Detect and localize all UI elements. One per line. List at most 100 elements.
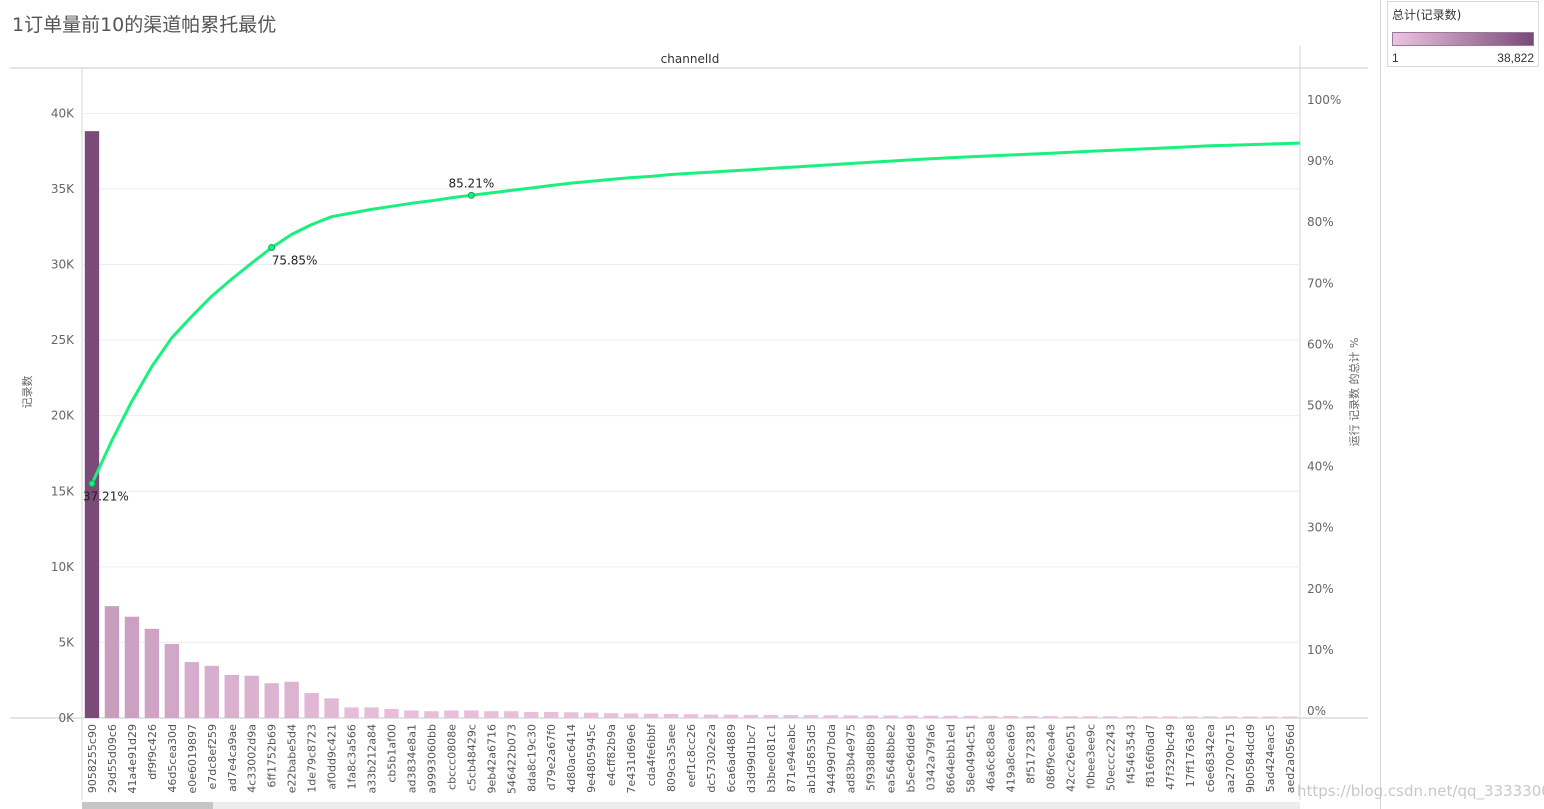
line-point[interactable] — [268, 244, 276, 252]
bar[interactable] — [284, 681, 299, 718]
x-tick-label: ab1d5853d5 — [805, 724, 818, 794]
legend-panel: 总计(记录数) 1 38,822 — [1380, 0, 1544, 809]
bar[interactable] — [484, 711, 499, 718]
bar[interactable] — [583, 712, 599, 718]
bar[interactable] — [1083, 716, 1098, 718]
x-tick-label: a9993060bb — [425, 724, 438, 794]
bar[interactable] — [84, 131, 100, 718]
horizontal-scrollbar[interactable] — [82, 802, 1300, 809]
x-tick-label: b3bee081c1 — [765, 724, 778, 793]
bar[interactable] — [943, 715, 958, 718]
legend-color-ramp — [1392, 32, 1534, 46]
bar[interactable] — [384, 708, 399, 718]
x-tick-label: f8166f0ad7 — [1144, 724, 1157, 787]
bar[interactable] — [1242, 716, 1258, 718]
bar[interactable] — [104, 606, 120, 718]
bar[interactable] — [404, 710, 419, 718]
x-tick-label: e4cff82b9a — [605, 724, 618, 786]
bar[interactable] — [164, 643, 180, 718]
x-tick-label: 5f938d8b89 — [865, 724, 878, 791]
bar[interactable] — [923, 715, 938, 718]
bar[interactable] — [424, 711, 439, 718]
bar[interactable] — [963, 715, 978, 718]
point-label: 37.21% — [83, 490, 129, 504]
bar[interactable] — [1163, 716, 1178, 718]
x-tick-label: 9b0584dcd9 — [1244, 724, 1257, 793]
bar[interactable] — [204, 665, 219, 718]
bar[interactable] — [224, 674, 239, 718]
bar[interactable] — [564, 712, 579, 718]
color-legend: 总计(记录数) 1 38,822 — [1387, 1, 1539, 67]
x-tick-label: 29d55d09c6 — [106, 724, 119, 793]
bar[interactable] — [1003, 715, 1018, 718]
bar[interactable] — [803, 715, 818, 718]
x-tick-label: 47f329bc49 — [1164, 724, 1177, 790]
bar[interactable] — [683, 714, 699, 718]
x-tick-label: e7dc8ef259 — [206, 724, 219, 789]
bar[interactable] — [1282, 716, 1298, 718]
bar[interactable] — [843, 715, 858, 718]
bar[interactable] — [1043, 716, 1058, 718]
bar[interactable] — [1202, 716, 1218, 718]
bar[interactable] — [504, 711, 519, 718]
bar[interactable] — [743, 714, 759, 718]
bar[interactable] — [1222, 716, 1238, 718]
bar[interactable] — [1023, 716, 1038, 718]
x-tick-label: b5ec96dde9 — [905, 724, 918, 793]
bar[interactable] — [823, 715, 838, 718]
bar[interactable] — [723, 714, 739, 718]
bar[interactable] — [144, 628, 160, 718]
bar[interactable] — [883, 715, 898, 718]
bar[interactable] — [763, 714, 779, 718]
bar[interactable] — [364, 707, 379, 718]
gridlines — [82, 112, 1300, 643]
bar[interactable] — [264, 683, 279, 718]
pareto-chart: 37.21% 75.85% 85.21% 0K 5K 10K 15K 20K 25K 30K 35… — [10, 46, 1368, 809]
scrollbar-thumb[interactable] — [82, 802, 213, 809]
y-tick-label: 30K — [51, 258, 75, 272]
bar[interactable] — [1123, 716, 1138, 718]
bar[interactable] — [324, 698, 339, 718]
x-tick-label: cda4fe6bbf — [645, 723, 658, 786]
bar[interactable] — [1103, 716, 1118, 718]
y-tick-label: 40K — [51, 106, 75, 120]
x-tick-label: c6e68342ea — [1204, 724, 1217, 792]
watermark: https://blog.csdn.net/qq_33333002 — [1297, 782, 1544, 800]
bar[interactable] — [1063, 716, 1078, 718]
x-tick-label: 46a6c8c8ae — [985, 724, 998, 792]
bar[interactable] — [783, 714, 799, 718]
x-tick-label: 94499d7bda — [825, 724, 838, 794]
x-tick-label: d3d99d1bc7 — [745, 724, 758, 793]
bar[interactable] — [464, 710, 479, 718]
bar[interactable] — [903, 715, 918, 718]
bar[interactable] — [124, 616, 140, 718]
x-tick-label: cbccc0808e — [445, 724, 458, 790]
line-point[interactable] — [88, 480, 96, 488]
x-tick-label: 8f5172381 — [1024, 724, 1037, 784]
bar[interactable] — [1143, 716, 1158, 718]
line-point[interactable] — [467, 191, 475, 199]
bar[interactable] — [983, 715, 998, 718]
bar[interactable] — [643, 713, 659, 718]
bar[interactable] — [304, 693, 319, 718]
bar[interactable] — [623, 713, 639, 718]
bar[interactable] — [703, 714, 719, 718]
bar[interactable] — [663, 713, 679, 718]
y2-tick-label: 50% — [1307, 399, 1334, 413]
x-tick-label: cb5b1af00 — [386, 724, 399, 783]
x-tick-label: 6ca6ad4889 — [725, 724, 738, 793]
bar[interactable] — [1182, 716, 1198, 718]
bar[interactable] — [444, 710, 459, 718]
bar[interactable] — [863, 715, 878, 718]
bar[interactable] — [1262, 716, 1278, 718]
bar[interactable] — [344, 707, 359, 718]
bar[interactable] — [524, 711, 539, 718]
scrollbar-track[interactable] — [82, 802, 1300, 809]
x-tick-label: 809ca35aee — [665, 724, 678, 792]
bar[interactable] — [603, 713, 619, 718]
bar[interactable] — [184, 662, 200, 718]
y2-tick-label: 20% — [1307, 582, 1334, 596]
bar[interactable] — [544, 711, 559, 718]
bar[interactable] — [244, 675, 259, 718]
y2-tick-label: 40% — [1307, 460, 1334, 474]
